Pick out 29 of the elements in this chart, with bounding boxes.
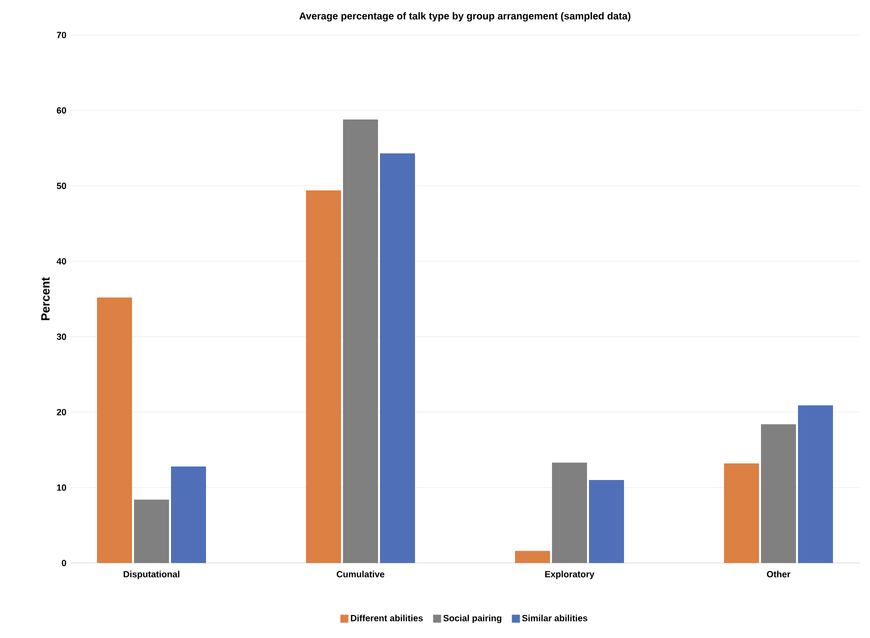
legend-label: Social pairing bbox=[443, 614, 502, 624]
y-tick-label: 70 bbox=[56, 32, 66, 38]
y-tick-label: 50 bbox=[56, 182, 66, 190]
x-tick-label: Disputational bbox=[124, 570, 180, 580]
y-tick-label: 0 bbox=[62, 560, 66, 566]
x-tick-label: Exploratory bbox=[545, 570, 594, 580]
legend-label: Similar abilities bbox=[522, 614, 588, 622]
bar bbox=[380, 153, 415, 563]
bar bbox=[552, 462, 587, 563]
bar bbox=[97, 297, 132, 563]
y-tick-label: 20 bbox=[56, 408, 66, 416]
bar bbox=[515, 550, 550, 563]
bar bbox=[306, 190, 342, 563]
y-tick-label: 30 bbox=[56, 334, 66, 340]
bar bbox=[760, 424, 796, 563]
chart-title: Average percentage of talk type by group arrangement (sampled data) bbox=[299, 12, 630, 22]
y-tick-label: 10 bbox=[57, 484, 66, 491]
x-tick-label: Other bbox=[766, 570, 790, 578]
bar bbox=[588, 480, 624, 563]
y-tick-label: 60 bbox=[56, 107, 66, 114]
y-axis-title: Percent bbox=[41, 277, 50, 320]
bar bbox=[343, 119, 378, 563]
y-tick-label: 40 bbox=[56, 258, 66, 264]
bar bbox=[798, 405, 833, 563]
legend-label: Different abilities bbox=[350, 614, 423, 622]
bar bbox=[724, 463, 760, 563]
bar bbox=[134, 500, 170, 563]
x-tick-label: Cumulative bbox=[336, 570, 384, 578]
bar bbox=[171, 466, 206, 563]
